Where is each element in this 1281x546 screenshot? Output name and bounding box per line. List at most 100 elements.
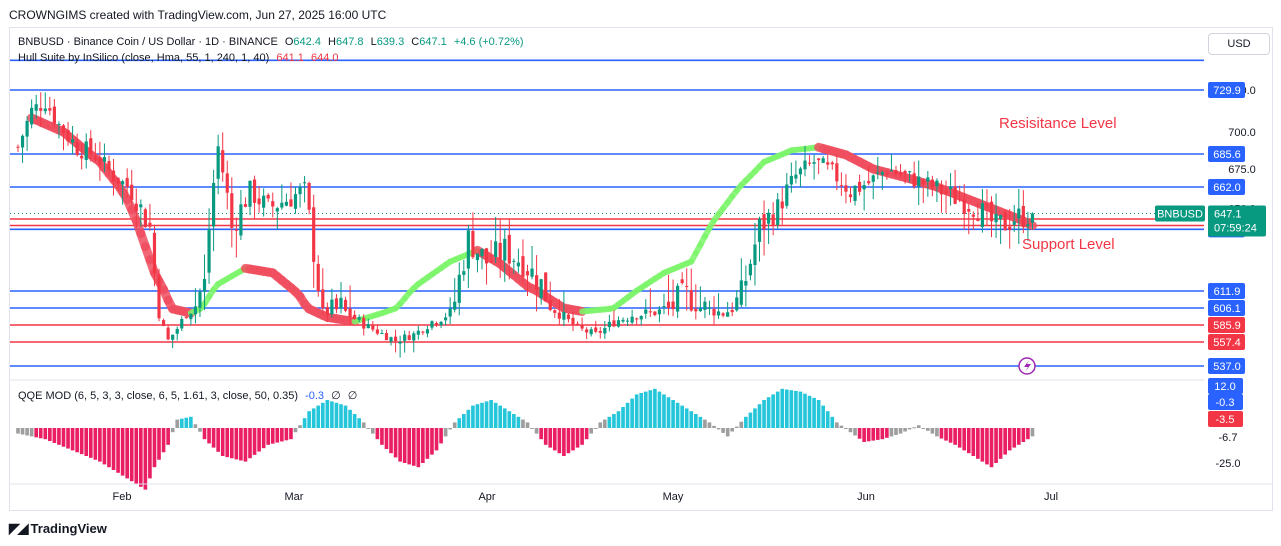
candle-body [780, 201, 784, 209]
qqe-bar [293, 428, 298, 433]
qqe-bar [798, 391, 803, 428]
price-badges: 729.9685.6662.0644.0641.1639.4611.9606.1… [1018, 82, 1266, 375]
candle-body [430, 321, 434, 328]
candle-body [912, 173, 916, 187]
qqe-bar [148, 428, 152, 479]
candles [16, 92, 1035, 358]
qqe-bar [762, 400, 766, 428]
candle-body [639, 316, 643, 320]
candle-body [316, 263, 320, 292]
qqe-bar [971, 428, 976, 456]
candle-body [657, 309, 662, 315]
candle-body [334, 298, 339, 310]
qqe-bar [452, 422, 457, 428]
candle-body [903, 170, 907, 174]
qqe-bar [612, 414, 616, 428]
chart-credit: CROWNGIMS created with TradingView.com, … [9, 8, 387, 22]
qqe-bar [703, 419, 707, 428]
qqe-bar [539, 428, 543, 440]
candle-body [662, 306, 666, 308]
candle-body [143, 209, 147, 228]
candle-body [471, 231, 475, 258]
qqe-bar [639, 393, 644, 428]
candle-body [193, 306, 198, 315]
qqe-bar [207, 428, 211, 444]
candle-body [516, 262, 520, 267]
currency-button[interactable]: USD [1208, 33, 1270, 55]
qqe-bar [416, 428, 421, 468]
qqe-bar [493, 402, 498, 428]
qqe-bar [866, 428, 871, 442]
qqe-bar [480, 402, 484, 428]
candle-body [989, 201, 994, 222]
qqe-bar [957, 428, 962, 448]
level-badge-label: 611.9 [1214, 286, 1241, 298]
qqe-bar [193, 424, 198, 428]
candle-body [239, 204, 243, 236]
last-price-badge [1208, 205, 1266, 237]
candle-body [739, 280, 743, 305]
qqe-bar [107, 428, 111, 468]
qqe-bar [371, 428, 375, 434]
candle-body [89, 138, 93, 155]
candle-body [885, 173, 889, 175]
qqe-badge [1208, 411, 1243, 427]
qqe-bar [139, 428, 143, 487]
qqe-bar [170, 428, 175, 433]
candle-body [735, 297, 739, 311]
qqe-bar [48, 428, 52, 442]
candle-body [166, 327, 170, 340]
candle-body [462, 271, 466, 275]
qqe-bar [880, 428, 885, 440]
candle-body [635, 318, 639, 320]
candle-body [416, 330, 420, 335]
qqe-bar [552, 428, 557, 451]
candle-body [967, 209, 971, 212]
qqe-bar [657, 391, 662, 428]
candle-body [284, 201, 288, 206]
qqe-bar [848, 428, 853, 433]
price-tick-label: 675.0 [1228, 164, 1256, 176]
qqe-bar [771, 394, 775, 428]
candle-body [630, 316, 634, 323]
time-axis: Feb Mar Apr May Jun Jul [10, 483, 1272, 503]
candle-body [644, 309, 648, 314]
candle-body [475, 253, 480, 261]
close-label: C [411, 36, 420, 48]
qqe-bar [1026, 428, 1030, 440]
qqe-bar [34, 428, 39, 438]
qqe-bar [361, 422, 366, 428]
candle-body [93, 156, 97, 160]
time-tick-apr: Apr [478, 491, 495, 503]
candle-body [953, 186, 957, 204]
candle-body [544, 272, 548, 302]
candle-body [826, 162, 830, 165]
candle-body [293, 194, 298, 209]
candle-body [607, 321, 611, 328]
candle-body [503, 238, 507, 261]
candle-body [525, 271, 530, 276]
candle-body [98, 157, 102, 165]
candle-body [466, 230, 470, 269]
qqe-bar [284, 428, 289, 441]
level-badge-label: 729.9 [1213, 85, 1241, 97]
qqe-bar [202, 428, 207, 440]
candle-body [444, 317, 448, 321]
qqe-bar [266, 428, 271, 445]
candle-body [384, 333, 389, 341]
candle-body [598, 331, 602, 333]
level-badge-label: 537.0 [1213, 361, 1241, 373]
qqe-bar [161, 428, 166, 453]
candle-body [348, 308, 352, 317]
level-badge [1208, 358, 1245, 374]
candle-body [412, 333, 416, 341]
qqe-bar [921, 428, 926, 429]
qqe-bar [343, 405, 348, 428]
candle-body [689, 290, 693, 311]
qqe-bar [375, 428, 380, 440]
qqe-bar [780, 388, 785, 428]
qqe-bar [675, 402, 680, 428]
candle-body [216, 146, 220, 179]
qqe-bar [439, 428, 443, 444]
